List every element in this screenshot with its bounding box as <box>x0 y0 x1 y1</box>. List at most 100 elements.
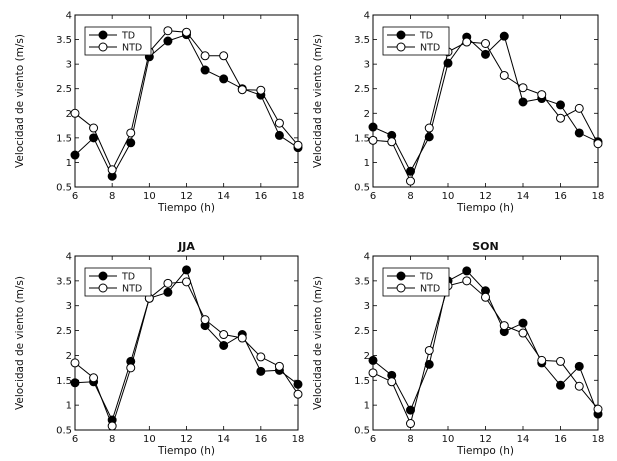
data-point-td <box>368 355 378 365</box>
data-point-ntd <box>462 276 472 286</box>
data-point-ntd <box>107 165 117 175</box>
data-point-ntd <box>70 358 80 368</box>
data-point-ntd <box>274 118 284 128</box>
x-tick-label: 14 <box>517 434 530 445</box>
y-tick-label: 3.5 <box>354 35 370 46</box>
data-point-ntd <box>89 123 99 133</box>
x-tick-label: 8 <box>407 191 413 202</box>
data-point-ntd <box>481 39 490 49</box>
legend-label-ntd: NTD <box>420 284 440 295</box>
x-tick-label: 10 <box>442 434 455 445</box>
legend-box <box>84 267 152 297</box>
y-tick-label: 1.5 <box>56 133 72 144</box>
data-point-ntd <box>499 321 509 331</box>
series-line-ntd <box>74 281 299 428</box>
y-tick-label: 4 <box>364 11 370 22</box>
x-tick-label: 18 <box>292 191 305 202</box>
data-point-td <box>574 128 584 138</box>
x-tick-label: 14 <box>217 191 230 202</box>
legend-label-td: TD <box>419 272 433 283</box>
legend-label-ntd: NTD <box>420 43 440 54</box>
data-point-td <box>406 405 415 415</box>
x-axis-label: Tiempo (h) <box>157 202 215 214</box>
data-point-td <box>163 36 173 46</box>
data-point-ntd <box>237 85 247 95</box>
data-point-td <box>70 150 80 160</box>
y-tick-label: 1 <box>66 158 72 169</box>
legend-box <box>382 26 450 56</box>
legend-marker-ntd <box>98 42 108 52</box>
y-tick-label: 0.5 <box>56 183 72 194</box>
data-point-ntd <box>293 389 303 399</box>
data-point-ntd <box>126 128 136 138</box>
data-point-ntd <box>368 368 378 378</box>
data-point-td <box>574 361 584 371</box>
y-tick-label: 3 <box>364 60 370 71</box>
x-tick-label: 8 <box>109 434 115 445</box>
data-point-ntd <box>293 140 303 150</box>
data-point-ntd <box>163 26 173 36</box>
x-tick-label: 8 <box>407 434 413 445</box>
x-axis-label: Tiempo (h) <box>456 445 514 457</box>
data-point-td <box>518 318 528 328</box>
legend-label-td: TD <box>419 31 433 42</box>
y-tick-label: 2 <box>364 351 370 362</box>
data-point-ntd <box>126 363 136 373</box>
legend-marker-ntd <box>396 42 406 52</box>
x-tick-label: 6 <box>72 434 78 445</box>
chart-panel-2: 0.5 1 1.5 2 2.5 3 3.5 4 6 8 10 12 14 16 18 Tiempo (h) Ve… <box>312 11 604 215</box>
legend-label-ntd: NTD <box>122 43 142 54</box>
x-tick-label: 12 <box>180 434 193 445</box>
x-tick-label: 6 <box>370 434 376 445</box>
data-point-ntd <box>424 123 434 133</box>
data-point-ntd <box>481 292 490 302</box>
data-point-ntd <box>406 176 415 186</box>
data-point-ntd <box>219 330 229 340</box>
x-tick-label: 18 <box>592 434 605 445</box>
data-point-td <box>462 266 472 276</box>
data-point-ntd <box>537 90 547 100</box>
data-point-ntd <box>574 103 584 113</box>
y-tick-label: 2.5 <box>56 84 72 95</box>
chart-panel-3: 0.5 1 1.5 2 2.5 3 3.5 4 6 8 10 12 14 16 18 Tiempo (h) Ve… <box>14 240 304 457</box>
x-tick-label: 16 <box>254 191 267 202</box>
legend-marker-td <box>396 271 406 281</box>
legend-marker-td <box>98 30 108 40</box>
y-tick-label: 4 <box>364 252 370 263</box>
y-tick-label: 1 <box>364 401 370 412</box>
x-tick-label: 12 <box>479 434 492 445</box>
y-tick-label: 1.5 <box>56 376 72 387</box>
data-point-td <box>219 340 229 350</box>
y-tick-label: 3 <box>66 60 72 71</box>
y-tick-label: 3 <box>364 301 370 312</box>
data-point-td <box>274 130 284 140</box>
y-tick-label: 2.5 <box>354 84 370 95</box>
data-point-ntd <box>499 70 509 80</box>
y-tick-label: 3.5 <box>56 276 72 287</box>
data-point-td <box>256 366 266 376</box>
chart-title: JJA <box>177 240 195 253</box>
data-point-td <box>556 100 565 110</box>
y-tick-label: 2.5 <box>56 326 72 337</box>
y-axis-label: Velocidad de viento (m/s) <box>14 34 26 168</box>
series-line-ntd <box>372 41 599 183</box>
x-tick-label: 10 <box>143 434 156 445</box>
data-point-ntd <box>593 404 603 414</box>
legend-marker-td <box>396 30 406 40</box>
data-point-ntd <box>89 373 99 383</box>
data-point-ntd <box>424 345 434 355</box>
data-point-ntd <box>518 328 528 338</box>
chart-title: SON <box>472 240 498 253</box>
x-axis-label: Tiempo (h) <box>456 202 514 214</box>
data-point-ntd <box>368 135 378 145</box>
x-tick-label: 16 <box>554 191 567 202</box>
data-point-td <box>481 49 490 59</box>
x-tick-label: 8 <box>109 191 115 202</box>
y-tick-label: 4 <box>66 11 72 22</box>
chart-panel-1: 0.5 1 1.5 2 2.5 3 3.5 4 6 8 10 12 14 16 18 Tiempo (h) Ve… <box>14 11 304 215</box>
data-point-ntd <box>200 51 210 61</box>
